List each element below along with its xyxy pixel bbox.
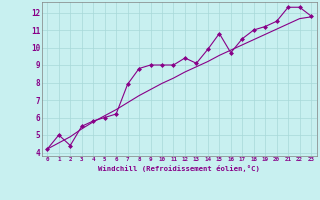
X-axis label: Windchill (Refroidissement éolien,°C): Windchill (Refroidissement éolien,°C) [98, 165, 260, 172]
